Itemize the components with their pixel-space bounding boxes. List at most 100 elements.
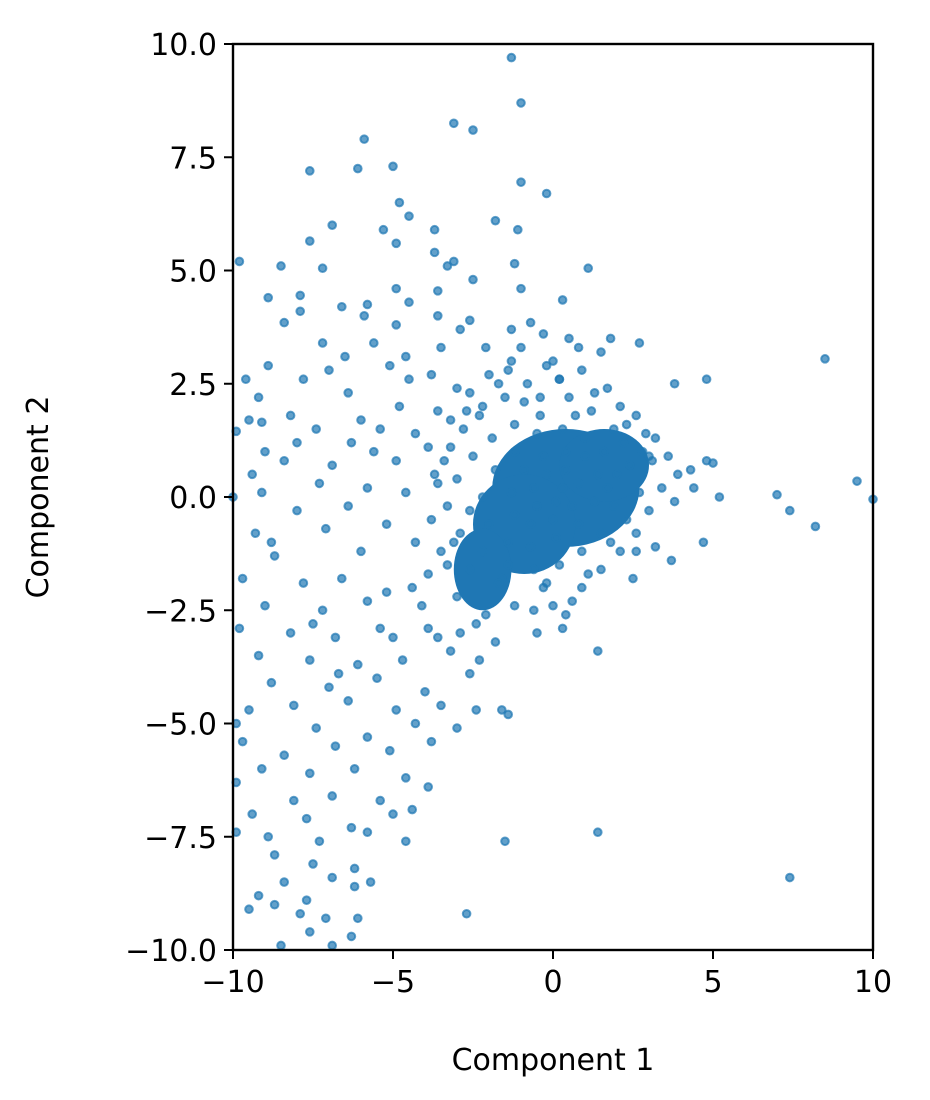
scatter-point: [375, 795, 386, 806]
scatter-point: [657, 483, 667, 493]
scatter-point: [317, 605, 328, 616]
scatter-point: [593, 827, 603, 838]
scatter-point: [596, 564, 606, 575]
scatter-point: [343, 696, 354, 706]
scatter-point: [490, 465, 501, 475]
scatter-point: [279, 750, 290, 761]
scatter-point: [356, 546, 366, 557]
scatter-point: [353, 163, 363, 174]
scatter-point: [519, 465, 530, 475]
scatter-point: [442, 261, 453, 271]
scatter-point: [362, 299, 373, 310]
scatter-point: [449, 118, 459, 129]
scatter-point: [394, 197, 405, 208]
scatter-point: [349, 881, 360, 892]
scatter-point: [388, 809, 398, 819]
scatter-point: [535, 392, 546, 403]
scatter-point: [561, 609, 571, 620]
scatter-point: [436, 546, 446, 557]
x-tick-label: 10: [854, 965, 892, 1000]
y-tick-label: 10.0: [150, 28, 217, 63]
scatter-point: [237, 573, 248, 584]
scatter-point: [631, 528, 642, 539]
scatter-point: [612, 469, 622, 480]
scatter-point: [266, 677, 277, 688]
scatter-point: [567, 596, 578, 606]
y-tick-label: −10.0: [125, 934, 217, 969]
scatter-point: [516, 283, 526, 294]
scatter-point: [621, 514, 632, 525]
scatter-point: [321, 523, 331, 534]
scatter-point: [484, 369, 494, 380]
scatter-point: [493, 378, 504, 389]
scatter-point: [468, 125, 478, 135]
scatter-point: [477, 401, 488, 412]
scatter-point: [442, 560, 453, 570]
scatter-point: [509, 600, 520, 611]
scatter-point: [557, 295, 568, 305]
scatter-point: [330, 632, 341, 643]
scatter-point: [429, 247, 440, 258]
scatter-point: [397, 655, 408, 665]
y-tick-label: 0.0: [169, 481, 217, 516]
scatter-point: [375, 424, 386, 434]
scatter-point: [433, 406, 443, 416]
scatter-point: [631, 546, 642, 557]
scatter-point: [602, 383, 613, 394]
scatter-point: [455, 528, 466, 539]
scatter-point: [452, 591, 462, 602]
scatter-point: [852, 476, 862, 486]
scatter-point: [388, 632, 398, 643]
scatter-point: [362, 732, 373, 742]
y-axis-label: Component 2: [21, 396, 56, 599]
scatter-point: [244, 415, 254, 425]
scatter-point: [554, 560, 565, 570]
scatter-point: [525, 317, 536, 328]
scatter-point: [490, 637, 501, 647]
scatter-point: [301, 895, 312, 905]
scatter-point: [583, 263, 594, 274]
scatter-point: [561, 446, 571, 457]
scatter-point: [314, 478, 325, 489]
scatter-point: [295, 908, 306, 919]
scatter-point: [538, 451, 549, 462]
scatter-point: [353, 659, 363, 670]
scatter-point: [266, 537, 277, 548]
scatter-point: [538, 329, 549, 339]
scatter-point: [698, 537, 709, 548]
scatter-point: [442, 501, 453, 511]
scatter-point: [311, 424, 322, 434]
scatter-point: [641, 428, 651, 439]
scatter-point: [529, 605, 539, 616]
scatter-point: [436, 342, 446, 353]
scatter-point: [634, 487, 645, 498]
scatter-point: [605, 537, 616, 548]
y-tick-label: −2.5: [144, 594, 217, 629]
scatter-point: [298, 578, 309, 588]
scatter-point: [541, 578, 552, 588]
scatter-point: [346, 437, 357, 448]
scatter-point: [618, 437, 629, 448]
scatter-point: [247, 469, 257, 480]
scatter-point: [529, 564, 539, 575]
scatter-point: [455, 324, 466, 335]
scatter-point: [701, 374, 712, 385]
scatter-point: [343, 501, 354, 511]
scatter-point: [535, 410, 546, 421]
scatter-point: [644, 505, 654, 516]
scatter-point: [708, 458, 718, 468]
scatter-point: [557, 424, 568, 434]
scatter-point: [410, 718, 421, 729]
scatter-point: [525, 519, 536, 529]
scatter-point: [324, 365, 334, 375]
scatter-point: [593, 469, 603, 480]
scatter-point: [541, 469, 552, 480]
scatter-point: [285, 410, 296, 421]
scatter-point: [263, 831, 274, 842]
scatter-point: [487, 433, 498, 443]
scatter-point: [452, 383, 462, 394]
scatter-point: [356, 415, 366, 425]
scatter-point: [634, 338, 645, 348]
scatter-point: [474, 655, 485, 665]
